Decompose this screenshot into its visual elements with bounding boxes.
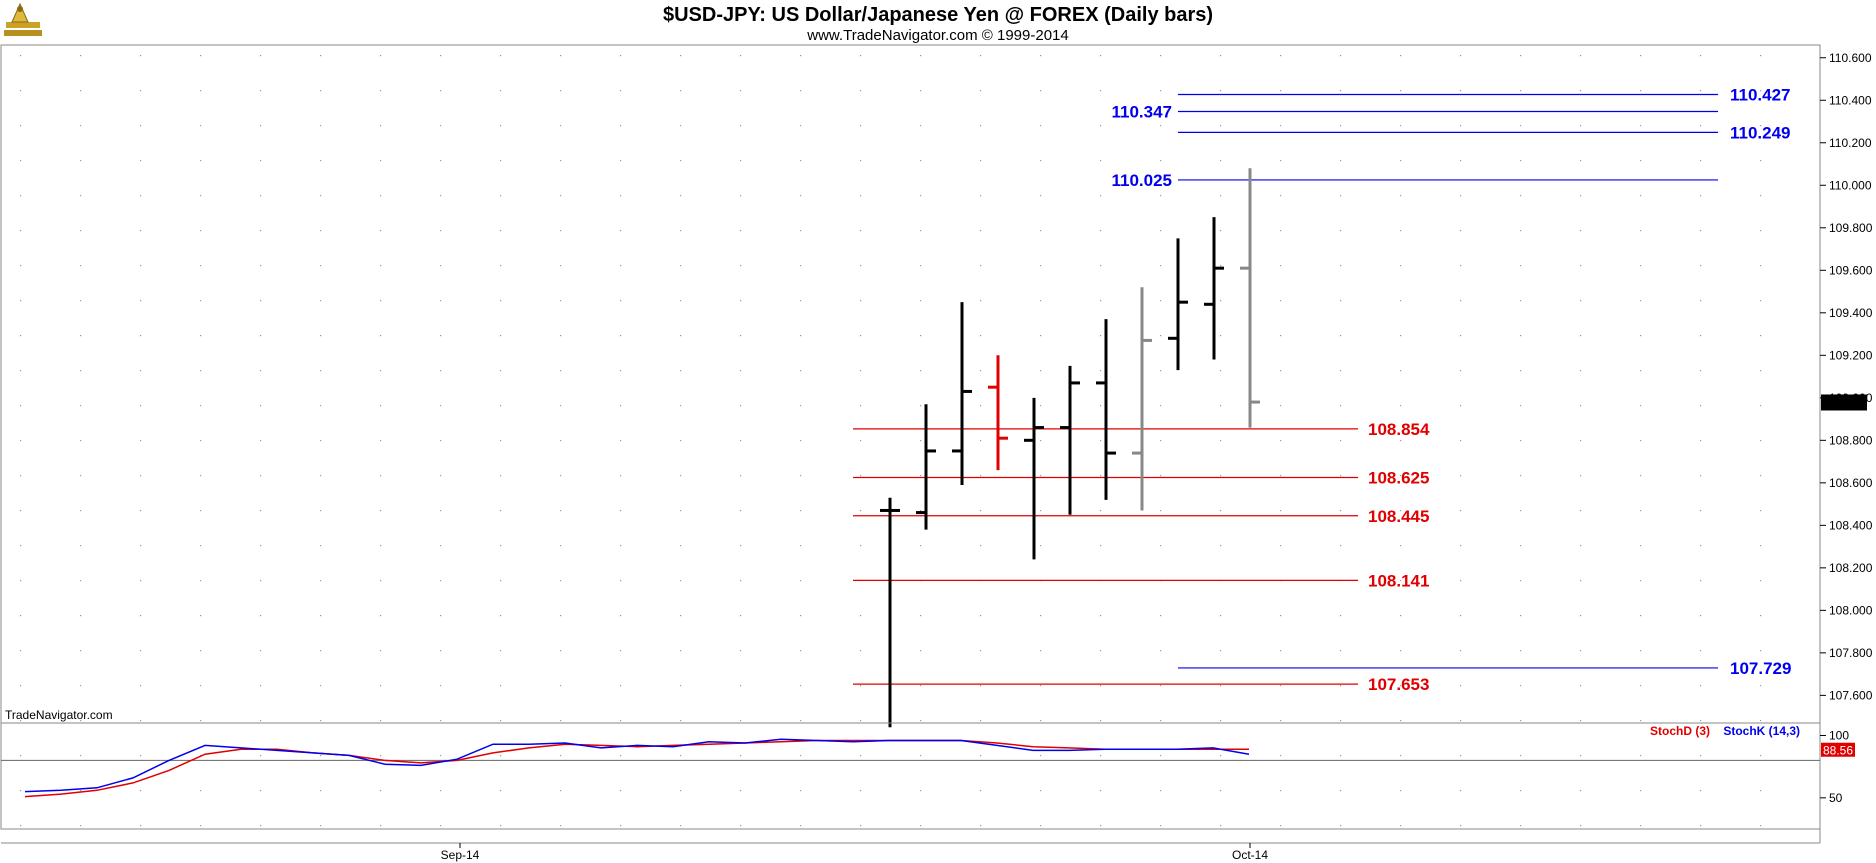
resistance-level: 110.025 (1111, 171, 1718, 190)
price-tick-label: 109.400 (1829, 306, 1873, 320)
price-tick-label: 107.800 (1829, 646, 1873, 660)
chart-title: $USD-JPY: US Dollar/Japanese Yen @ FOREX… (663, 4, 1213, 26)
stochk-legend: StochK (14,3) (1723, 724, 1800, 738)
date-tick-label: Sep-14 (441, 848, 480, 862)
stochastic-oscillator: 100 50 (1, 728, 1849, 805)
watermark-label: TradeNavigator.com (5, 708, 113, 722)
price-tick-label: 108.200 (1829, 561, 1873, 575)
price-tick-label: 110.000 (1829, 178, 1872, 192)
resistance-level: 110.249 (1178, 123, 1791, 142)
level-label: 107.653 (1368, 675, 1429, 694)
ohlc-bar (880, 497, 900, 728)
ohlc-bar (952, 302, 972, 485)
ohlc-bar (1096, 319, 1116, 500)
level-label: 110.249 (1730, 123, 1791, 142)
level-label: 108.854 (1368, 420, 1430, 439)
stochk-line (24, 738, 1250, 793)
ohlc-bar (1024, 397, 1044, 560)
ohlc-bar (988, 355, 1008, 471)
price-tick-label: 108.600 (1829, 476, 1873, 490)
price-tick-label: 110.600 (1829, 51, 1872, 65)
date-tick-label: Oct-14 (1232, 848, 1268, 862)
osc-tick-label: 100 (1829, 728, 1849, 742)
price-tick-label: 108.400 (1829, 518, 1873, 532)
ohlc-bar (1168, 238, 1188, 371)
price-tick-label: 108.800 (1829, 433, 1873, 447)
oscillator-panel (0, 722, 1821, 830)
level-label: 107.729 (1730, 659, 1791, 678)
stochd-legend: StochD (3) (1650, 724, 1710, 738)
price-tick-label: 107.600 (1829, 688, 1873, 702)
last-price-label: 108.978 (1823, 396, 1867, 410)
ohlc-bar (1204, 217, 1224, 360)
support-level: 108.141 (853, 571, 1429, 590)
oscillator-last-tag: 88.56 (1821, 742, 1855, 758)
ohlc-bar (1060, 365, 1080, 515)
chart-subtitle: www.TradeNavigator.com © 1999-2014 (806, 27, 1068, 44)
resistance-level: 110.347 (1111, 103, 1718, 122)
level-label: 110.025 (1111, 171, 1172, 190)
price-tick-label: 110.400 (1829, 93, 1872, 107)
price-axis: 110.600 110.400 110.200 110.000 109.800 109.6… (1820, 51, 1873, 702)
level-label: 108.625 (1368, 469, 1429, 488)
ohlc-bar (1132, 287, 1152, 511)
level-label: 108.141 (1368, 571, 1429, 590)
ohlc-bar (916, 404, 936, 530)
osc-tick-label: 50 (1829, 791, 1843, 805)
level-label: 108.445 (1368, 507, 1429, 526)
level-label: 110.347 (1111, 103, 1172, 122)
price-panel (0, 44, 1821, 724)
price-tick-label: 109.200 (1829, 348, 1873, 362)
oscillator-last-value: 88.56 (1823, 744, 1853, 758)
resistance-level: 110.427 (1178, 86, 1791, 105)
date-axis: Sep-14 Oct-14 (441, 843, 1268, 862)
price-tick-label: 109.800 (1829, 221, 1873, 235)
price-tick-label: 108.000 (1829, 603, 1873, 617)
support-level: 108.445 (853, 507, 1429, 526)
price-tick-label: 109.600 (1829, 263, 1873, 277)
last-price-tag: 108.978 (1821, 394, 1867, 411)
resistance-level: 107.729 (1178, 659, 1791, 678)
support-level: 107.653 (853, 675, 1429, 694)
logo-icon (4, 2, 42, 36)
ohlc-bar (1240, 168, 1260, 428)
stochd-line (24, 739, 1249, 798)
levels-group: 110.427 110.347 110.249 110.025 107.729 108.8… (853, 86, 1791, 694)
level-label: 110.427 (1730, 86, 1791, 105)
ohlc-bars (880, 168, 1260, 728)
price-tick-label: 110.200 (1829, 136, 1872, 150)
